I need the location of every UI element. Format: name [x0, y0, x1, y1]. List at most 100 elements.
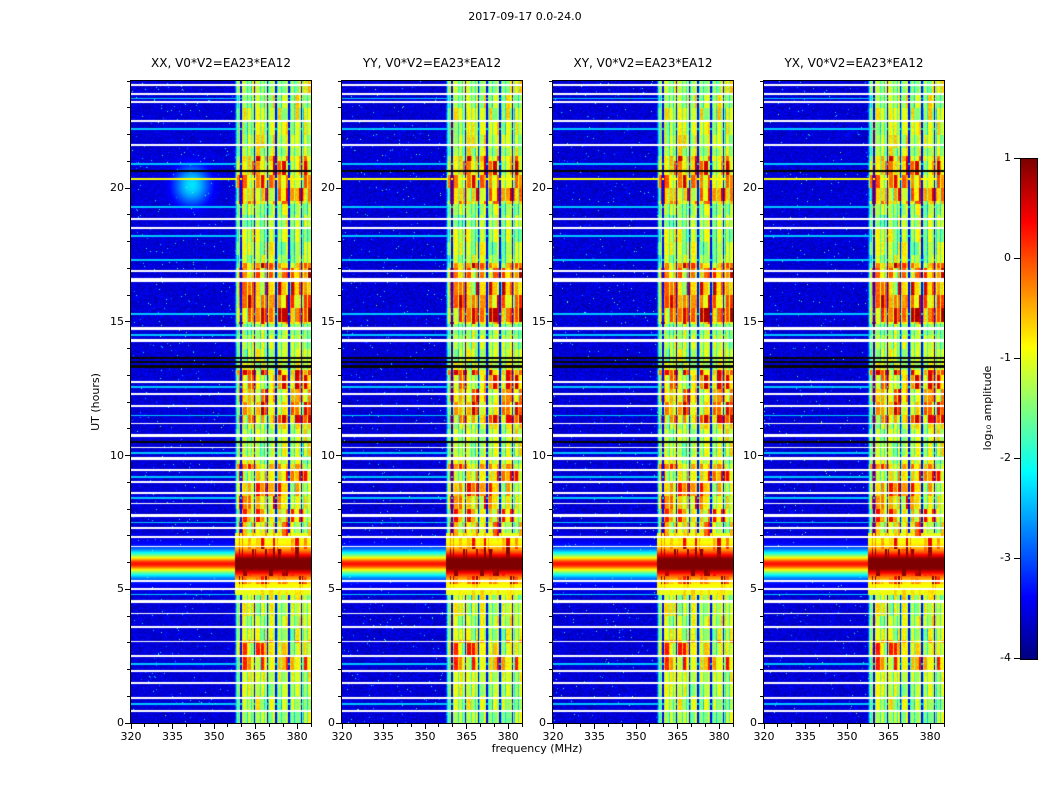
x-tick-label: 365 [667, 730, 689, 743]
x-major-tick [213, 724, 215, 729]
y-tick-label: 15 [743, 314, 757, 328]
colorbar-gradient [1020, 158, 1038, 660]
y-minor-tick [549, 428, 552, 430]
y-major-tick [547, 187, 552, 189]
y-minor-tick [338, 695, 341, 697]
y-tick-label: 5 [750, 582, 757, 596]
x-major-tick [130, 724, 132, 729]
y-minor-tick [127, 160, 130, 162]
x-axis-label: frequency (MHz) [491, 742, 583, 755]
x-tick-label: 335 [162, 730, 184, 743]
panel-title: YY, V0*V2=EA23*EA12 [362, 56, 502, 70]
y-minor-tick [760, 401, 763, 403]
x-minor-tick [241, 724, 243, 727]
y-minor-tick [127, 294, 130, 296]
y-major-tick [758, 722, 763, 724]
panel-title: XX, V0*V2=EA23*EA12 [151, 56, 291, 70]
y-minor-tick [549, 80, 552, 82]
x-minor-tick [874, 724, 876, 727]
colorbar-label: log₁₀ amplitude [981, 365, 994, 451]
x-minor-tick [158, 724, 160, 727]
y-minor-tick [338, 562, 341, 563]
x-major-tick [507, 724, 509, 729]
y-tick-label: 0 [117, 716, 124, 729]
x-minor-tick [310, 724, 312, 727]
y-minor-tick [760, 695, 763, 697]
x-tick-label: 335 [584, 730, 606, 743]
y-minor-tick [127, 267, 130, 269]
x-major-tick [846, 724, 848, 729]
y-minor-tick [760, 267, 763, 269]
spectrogram-panel-xx: XX, V0*V2=EA23*EA12 320 335 350 365 380 0 5 10 1… [110, 56, 312, 766]
x-tick-label: 365 [245, 730, 267, 743]
x-minor-tick [479, 724, 481, 727]
x-minor-tick [791, 724, 793, 727]
x-tick-label: 335 [795, 730, 817, 743]
y-minor-tick [549, 374, 552, 376]
x-major-tick [888, 724, 890, 729]
y-minor-tick [760, 508, 763, 510]
x-major-tick [341, 724, 343, 729]
x-minor-tick [185, 724, 187, 727]
y-minor-tick [338, 267, 341, 269]
y-minor-tick [338, 535, 341, 537]
y-minor-tick [127, 214, 130, 216]
y-minor-tick [127, 695, 130, 697]
y-tick-label: 20 [532, 181, 546, 194]
y-minor-tick [338, 294, 341, 296]
x-tick-label: 320 [331, 730, 353, 743]
y-minor-tick [760, 374, 763, 376]
y-minor-tick [760, 481, 763, 483]
y-major-tick [547, 455, 552, 456]
x-major-tick [805, 724, 807, 729]
y-minor-tick [127, 535, 130, 537]
x-tick-label: 350 [414, 730, 436, 743]
x-minor-tick [268, 724, 270, 727]
x-minor-tick [396, 724, 398, 727]
x-minor-tick [621, 724, 623, 727]
x-major-tick [635, 724, 637, 729]
y-minor-tick [338, 481, 341, 483]
y-minor-tick [549, 508, 552, 510]
y-minor-tick [549, 401, 552, 403]
y-tick-label: 15 [321, 314, 335, 328]
y-tick-label: 15 [532, 314, 546, 328]
y-minor-tick [338, 428, 341, 430]
x-tick-label: 320 [542, 730, 564, 743]
y-minor-tick [549, 107, 552, 109]
y-minor-tick [549, 241, 552, 242]
x-minor-tick [566, 724, 568, 727]
y-minor-tick [549, 134, 552, 135]
y-minor-tick [338, 642, 341, 644]
y-major-tick [125, 455, 130, 456]
y-minor-tick [549, 214, 552, 216]
y-minor-tick [338, 401, 341, 403]
y-minor-tick [760, 348, 763, 349]
x-tick-label: 380 [286, 730, 308, 743]
colorbar-tick-label: -3 [1000, 551, 1011, 564]
y-minor-tick [338, 348, 341, 349]
y-tick-label: 10 [110, 448, 124, 462]
y-minor-tick [338, 80, 341, 82]
colorbar-tick [1014, 557, 1020, 559]
y-tick-label: 20 [321, 181, 335, 194]
y-minor-tick [549, 562, 552, 563]
x-minor-tick [690, 724, 692, 727]
y-minor-tick [127, 80, 130, 82]
colorbar-tick [1014, 257, 1020, 259]
y-minor-tick [127, 401, 130, 403]
y-minor-tick [760, 160, 763, 162]
y-major-tick [336, 722, 341, 724]
x-major-tick [763, 724, 765, 729]
spectrogram-canvas [552, 80, 734, 724]
y-minor-tick [338, 374, 341, 376]
y-minor-tick [760, 107, 763, 109]
y-minor-tick [549, 267, 552, 269]
x-major-tick [172, 724, 174, 729]
x-major-tick [255, 724, 257, 729]
x-minor-tick [199, 724, 201, 727]
y-major-tick [125, 321, 130, 323]
x-major-tick [424, 724, 426, 729]
figure-title: 2017-09-17 0.0-24.0 [468, 10, 582, 23]
x-minor-tick [818, 724, 820, 727]
